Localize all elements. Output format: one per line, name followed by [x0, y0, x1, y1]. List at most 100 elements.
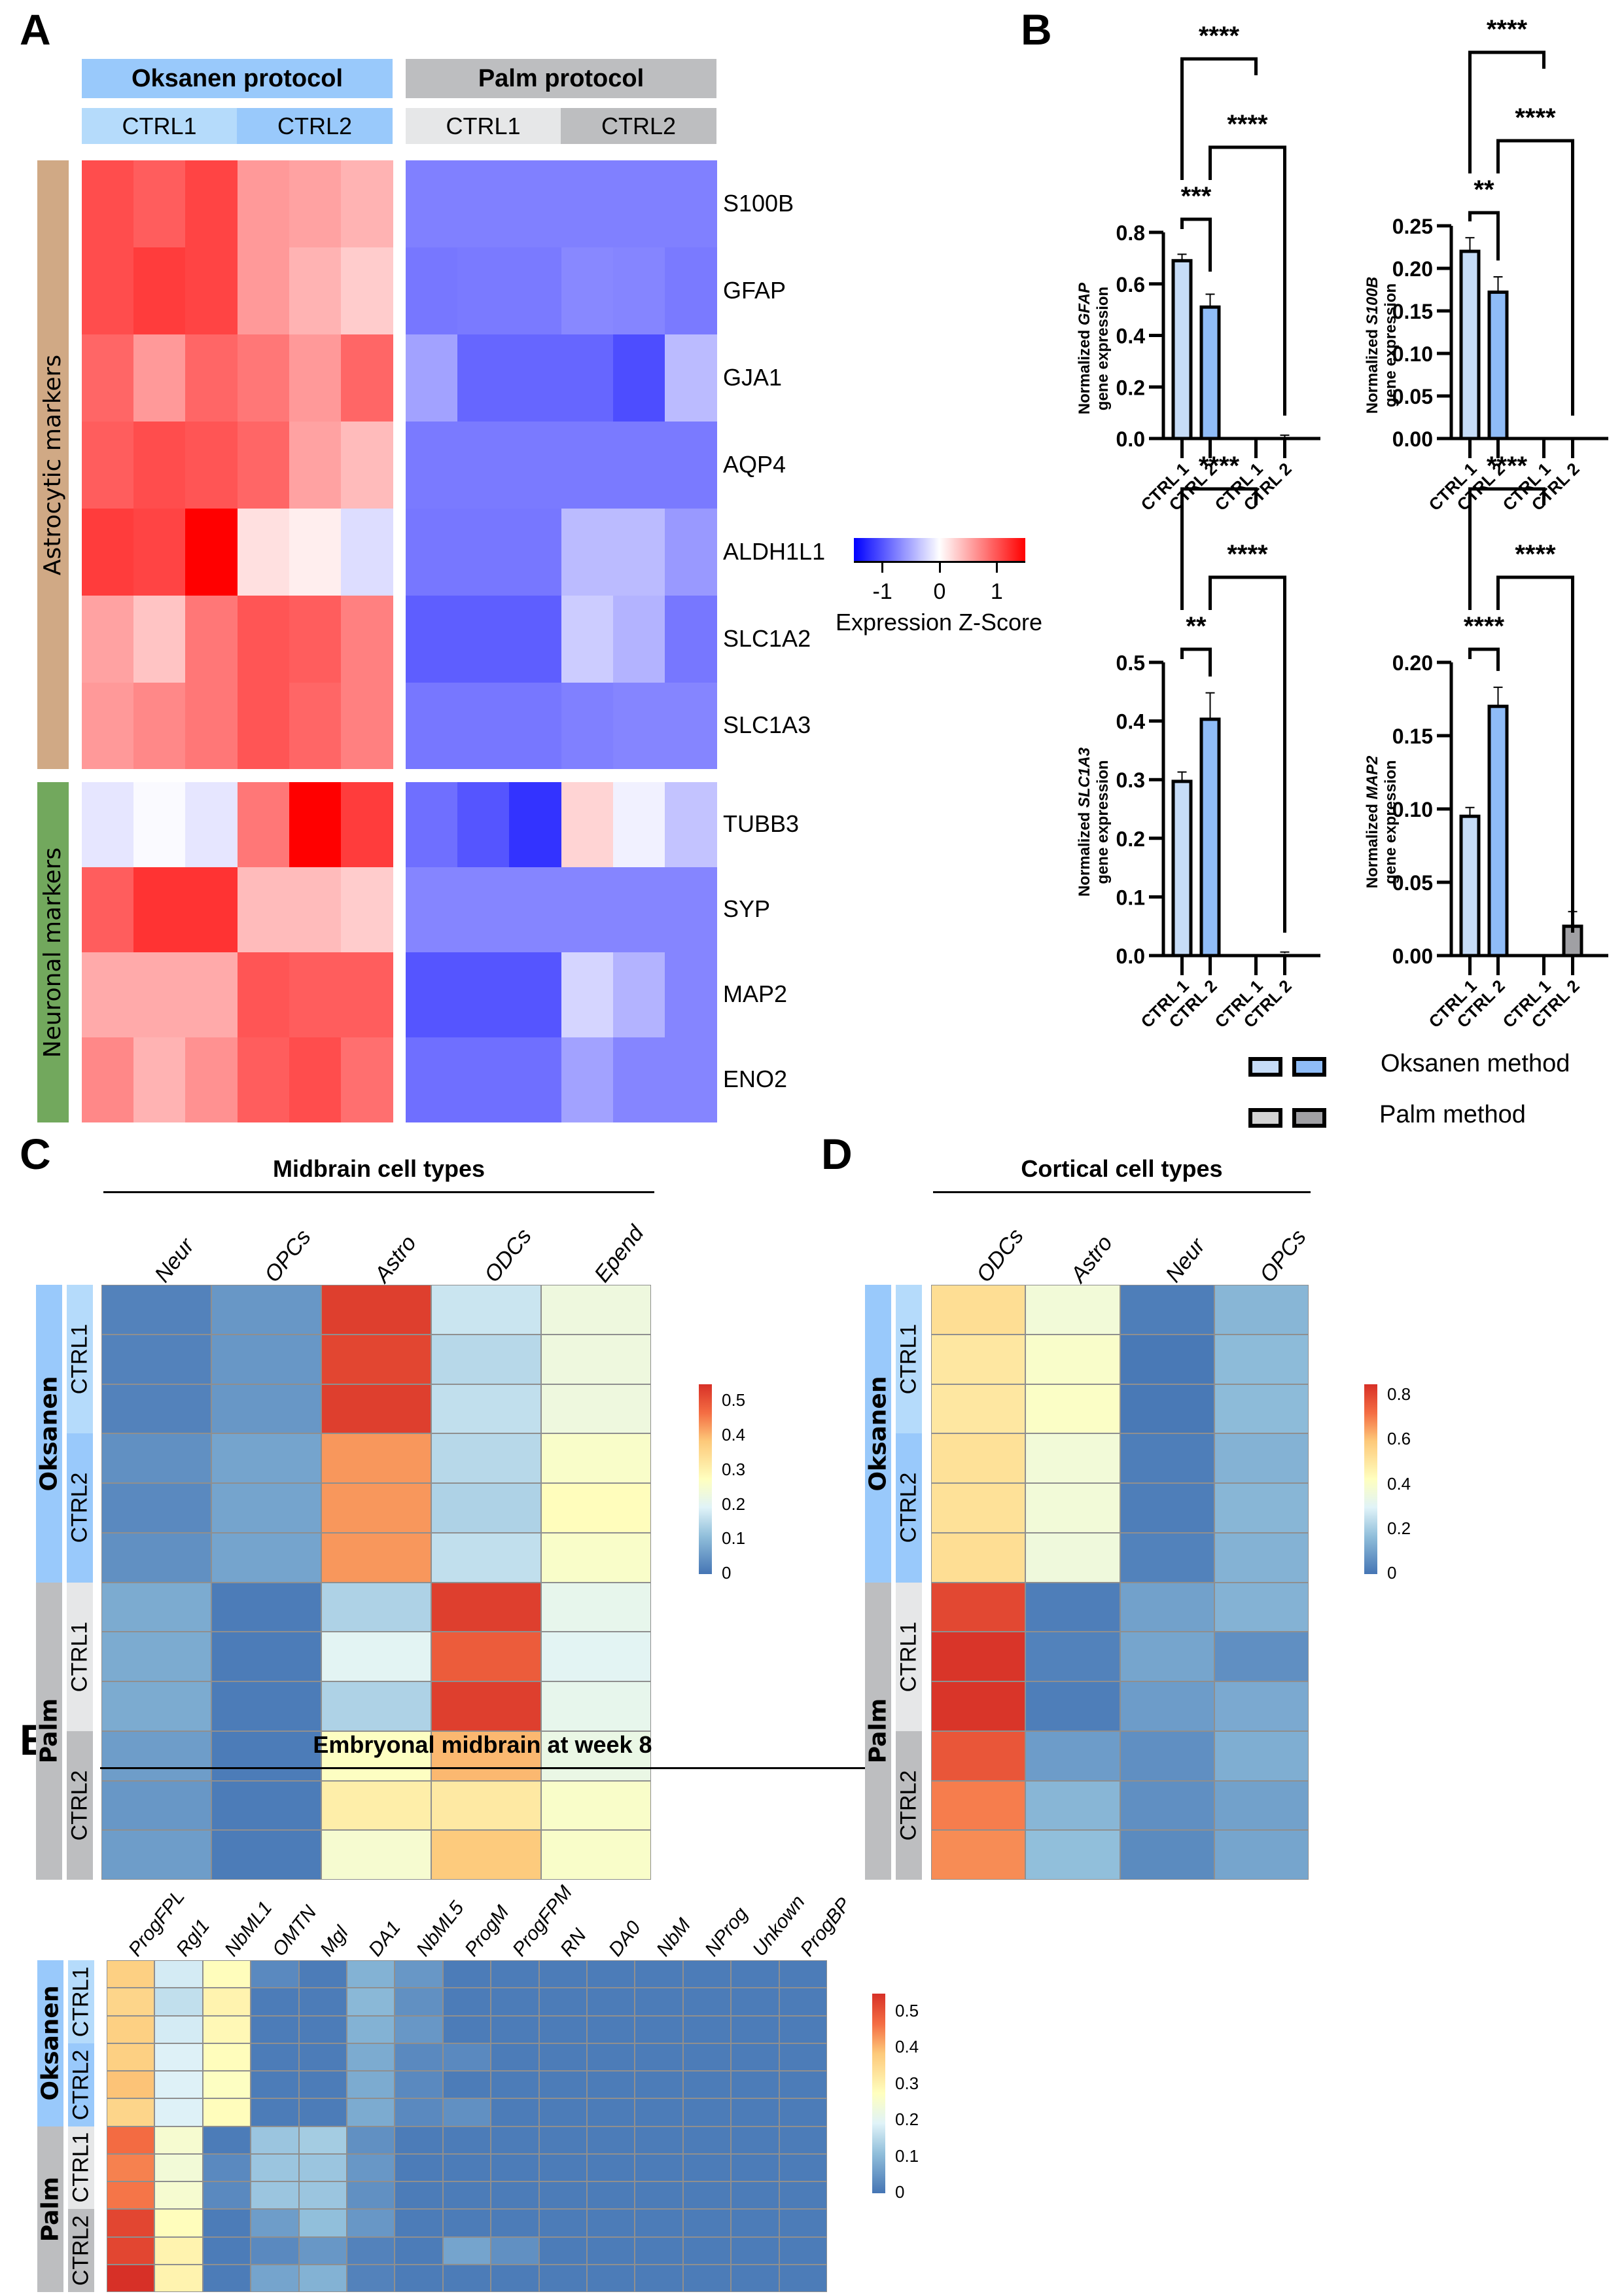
heatmap-cell	[1025, 1384, 1120, 1434]
subheader-palm-ctrl2: CTRL2	[561, 108, 716, 144]
title-rule	[100, 1767, 865, 1769]
heatmap-cell	[298, 2126, 347, 2154]
heatmap-cell	[395, 2015, 443, 2043]
heatmap-cell	[612, 867, 665, 952]
y-tick-label: 0.1	[1116, 886, 1145, 909]
heatmap-cell	[237, 952, 290, 1037]
title-rule	[103, 1191, 654, 1193]
heatmap-cell	[133, 422, 186, 509]
heatmap-cell	[82, 422, 134, 509]
y-tick-label: 0.20	[1392, 651, 1433, 675]
y-tick-label: 0.2	[1116, 827, 1145, 851]
heatmap-cell	[587, 2015, 635, 2043]
heatmap-cell	[491, 2043, 539, 2071]
significance-bracket	[1180, 647, 1212, 677]
heatmap-cell	[779, 2015, 827, 2043]
heatmap-cell	[931, 1285, 1026, 1335]
heatmap-cell	[561, 683, 614, 769]
heatmap-cell	[779, 2126, 827, 2154]
column-label: Neur	[1160, 1233, 1210, 1287]
heatmap-cell	[587, 1988, 635, 2016]
column-label: OPCs	[260, 1225, 316, 1287]
colorbar-tick-label: 0.1	[895, 2145, 919, 2166]
heatmap-cell	[491, 2015, 539, 2043]
heatmap-cell	[133, 334, 186, 422]
heatmap-cell	[431, 1582, 541, 1632]
heatmap-cell	[154, 1988, 203, 2016]
heatmap-cell	[587, 2264, 635, 2292]
heatmap-cell	[779, 2098, 827, 2126]
heatmap-cell	[731, 2264, 779, 2292]
heatmap-cell	[347, 2071, 395, 2099]
heatmap-cell	[1214, 1731, 1309, 1781]
heatmap-cell	[731, 1960, 779, 1988]
sidebar-group-label: Palm	[864, 1698, 892, 1764]
heatmap-cell	[289, 160, 342, 247]
panel-label-a: A	[20, 5, 51, 54]
heatmap-cell	[931, 1582, 1026, 1632]
heatmap-cell	[665, 683, 717, 769]
heatmap-cell	[541, 1582, 651, 1632]
heatmap-cell	[442, 2264, 491, 2292]
heatmap-cell	[931, 1632, 1026, 1681]
sidebar-group-label: Oksanen	[864, 1376, 892, 1492]
heatmap-cell	[1214, 1582, 1309, 1632]
heatmap-cell	[107, 2015, 155, 2043]
heatmap-cell	[635, 2153, 683, 2181]
y-tick-label: 0.15	[1392, 300, 1433, 323]
heatmap-cell	[779, 1988, 827, 2016]
heatmap-cell	[251, 1988, 299, 2016]
sidebar-sample-label: CTRL2	[68, 2049, 94, 2120]
heatmap-cell	[491, 2098, 539, 2126]
heatmap-cell	[561, 509, 614, 596]
sidebar-sample: CTRL2	[67, 1731, 93, 1880]
heatmap-cell	[202, 2071, 251, 2099]
heatmap-cell	[1120, 1334, 1214, 1384]
heatmap-cell	[347, 1960, 395, 1988]
heatmap-cell	[665, 160, 717, 247]
heatmap-cell	[82, 334, 134, 422]
heatmap-cell	[442, 2043, 491, 2071]
heatmap-cell	[538, 2264, 587, 2292]
sidebar-group-palm: Palm	[37, 2126, 64, 2292]
heatmap-cell	[561, 334, 614, 422]
heatmap-cell	[101, 1681, 211, 1731]
heatmap-cell	[395, 2264, 443, 2292]
heatmap-cell	[185, 683, 238, 769]
gene-label: ALDH1L1	[723, 537, 826, 565]
heatmap-cell	[665, 782, 717, 867]
heatmap-cell	[321, 1830, 431, 1880]
heatmap-cell	[341, 509, 393, 596]
heatmap-cell	[347, 2126, 395, 2154]
zscore-colorbar	[854, 538, 1025, 562]
heatmap-cell	[682, 1988, 732, 2016]
heatmap-cell	[561, 422, 614, 509]
gene-label: GJA1	[723, 363, 783, 391]
significance-label: ****	[1199, 22, 1240, 50]
heatmap-cell	[251, 2181, 299, 2210]
header-oksanen-protocol: Oksanen protocol	[82, 59, 393, 98]
heatmap-cell	[431, 1731, 541, 1781]
significance-bracket	[1496, 139, 1574, 416]
heatmap-cell	[587, 2043, 635, 2071]
heatmap-cell	[561, 782, 614, 867]
heatmap-cell	[457, 952, 510, 1037]
heatmap-cell	[321, 1532, 431, 1583]
heatmap-cell	[779, 2071, 827, 2099]
heatmap-cell	[107, 2071, 155, 2099]
heatmap-cell	[1120, 1830, 1214, 1880]
heatmap-cell	[682, 2015, 732, 2043]
heatmap-cell	[442, 1960, 491, 1988]
heatmap-cell	[101, 1632, 211, 1681]
sidebar-group-label: Oksanen	[37, 1985, 64, 2101]
heatmap-cell	[154, 2098, 203, 2126]
heatmap-cell	[341, 782, 393, 867]
sidebar-sample: CTRL2	[67, 1433, 93, 1583]
heatmap-cell	[289, 596, 342, 683]
heatmap-cell	[491, 1960, 539, 1988]
heatmap-cell	[561, 596, 614, 683]
colorbar-tick-label: 0	[722, 1563, 732, 1583]
significance-label: ****	[1227, 110, 1268, 139]
heatmap-cell	[202, 2264, 251, 2292]
column-label: OPCs	[1254, 1225, 1311, 1287]
